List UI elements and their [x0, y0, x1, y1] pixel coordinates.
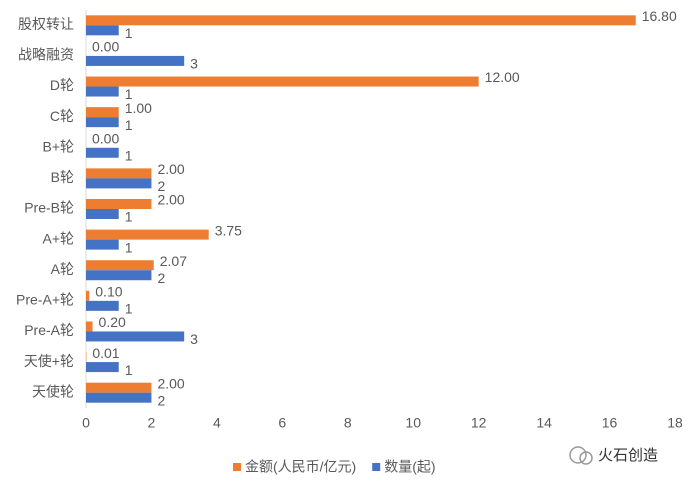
- bar: [86, 117, 119, 128]
- data-label: 0.01: [92, 345, 119, 361]
- bar: [86, 15, 636, 26]
- x-tick-label: 14: [536, 415, 552, 431]
- x-tick-label: 0: [82, 415, 90, 431]
- data-label: 2.00: [157, 192, 184, 208]
- bar: [86, 229, 209, 240]
- bar: [86, 300, 119, 311]
- bar: [86, 209, 119, 219]
- bar: [86, 392, 152, 403]
- y-tick-label: 战略融资: [18, 47, 74, 63]
- y-tick-label: D轮: [50, 77, 74, 93]
- data-label: 0.00: [92, 130, 119, 146]
- bar: [86, 55, 185, 66]
- data-label: 1.00: [125, 100, 152, 116]
- y-tick-label: 股权转让: [18, 16, 74, 32]
- x-tick-label: 8: [344, 415, 352, 431]
- data-label: 1: [125, 209, 133, 225]
- y-tick-label: B轮: [51, 169, 74, 185]
- legend-label: 金额(人民币/亿元): [245, 459, 356, 475]
- data-label: 2.00: [157, 375, 184, 391]
- legend-label: 数量(起): [384, 459, 435, 475]
- data-label: 2: [157, 270, 165, 286]
- data-label: 3.75: [215, 222, 242, 238]
- x-tick-label: 18: [667, 415, 683, 431]
- data-label: 1: [125, 117, 133, 133]
- legend-swatch: [233, 463, 241, 471]
- x-tick-label: 12: [471, 415, 487, 431]
- bar: [86, 331, 185, 342]
- y-tick-label: C轮: [50, 108, 74, 124]
- y-tick-label: A+轮: [42, 230, 74, 246]
- data-label: 0.00: [92, 39, 119, 55]
- data-label: 1: [125, 239, 133, 255]
- data-label: 3: [190, 56, 198, 72]
- y-tick-label: 天使+轮: [24, 353, 74, 369]
- x-tick-label: 4: [213, 415, 221, 431]
- data-label: 2.00: [157, 161, 184, 177]
- data-label: 2.07: [160, 253, 187, 269]
- bar: [86, 362, 119, 373]
- y-tick-label: 天使轮: [32, 383, 74, 399]
- x-tick-label: 2: [148, 415, 156, 431]
- brand-logo: 火石创造: [569, 446, 658, 465]
- data-label: 1: [125, 147, 133, 163]
- data-label: 0.20: [99, 314, 126, 330]
- y-tick-label: Pre-A+轮: [16, 292, 74, 308]
- data-label: 1: [125, 86, 133, 102]
- bar: [86, 86, 119, 97]
- data-label: 1: [125, 25, 133, 41]
- y-tick-label: B+轮: [42, 138, 74, 154]
- bar: [86, 25, 119, 36]
- y-tick-label: A轮: [51, 261, 74, 277]
- brand-icon: [569, 446, 587, 464]
- bar: [86, 178, 152, 189]
- bar: [86, 321, 93, 332]
- bar: [86, 270, 152, 281]
- bar: [86, 168, 152, 179]
- legend-swatch: [372, 463, 381, 471]
- bar: [86, 260, 154, 271]
- brand-text: 火石创造: [598, 447, 658, 464]
- bar: [86, 199, 152, 209]
- bar: [86, 290, 90, 301]
- data-label: 2: [157, 178, 165, 194]
- bar: [86, 147, 119, 158]
- bar: [86, 382, 152, 393]
- y-tick-label: Pre-B轮: [24, 200, 74, 216]
- bar: [86, 239, 119, 250]
- data-label: 0.10: [95, 284, 122, 300]
- data-label: 1: [125, 362, 133, 378]
- data-label: 1: [125, 301, 133, 317]
- y-tick-label: Pre-A轮: [24, 322, 74, 338]
- x-tick-label: 16: [602, 415, 618, 431]
- data-label: 3: [190, 331, 198, 347]
- x-tick-label: 10: [405, 415, 421, 431]
- data-label: 16.80: [642, 8, 677, 24]
- x-tick-label: 6: [278, 415, 286, 431]
- brand-icon: [579, 451, 593, 465]
- bar: [86, 76, 479, 87]
- data-label: 2: [157, 392, 165, 408]
- bar: [86, 107, 119, 118]
- data-label: 12.00: [485, 69, 520, 85]
